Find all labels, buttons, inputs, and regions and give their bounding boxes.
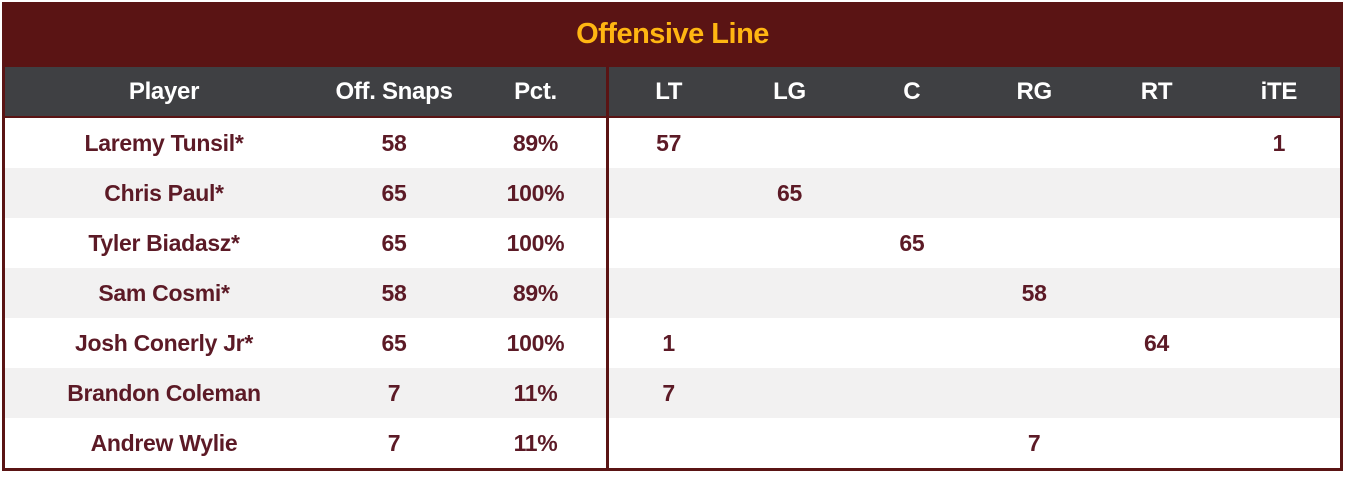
cell-rg	[973, 318, 1095, 368]
cell-player: Brandon Coleman	[67, 379, 261, 406]
cell-c: 65	[899, 229, 925, 256]
cell-lg	[728, 268, 850, 318]
offensive-line-table: Offensive Line Player Off. Snaps Pct. LT…	[2, 2, 1343, 471]
cell-ite	[1218, 318, 1340, 368]
cell-player: Chris Paul*	[104, 179, 224, 206]
cell-rg: 7	[1027, 429, 1041, 456]
col-header-c: C	[903, 77, 921, 105]
cell-rg	[973, 368, 1095, 418]
cell-ite	[1218, 168, 1340, 218]
cell-lg	[728, 118, 850, 168]
table-row-sam-cosmi: Sam Cosmi* 58 89% 58	[5, 268, 1340, 318]
cell-rg	[973, 118, 1095, 168]
cell-off-snaps: 58	[381, 279, 407, 306]
cell-rt	[1095, 168, 1217, 218]
cell-lt: 57	[606, 118, 728, 168]
cell-ite	[1218, 268, 1340, 318]
cell-rt	[1095, 368, 1217, 418]
col-header-player: Player	[128, 77, 200, 105]
cell-lt	[606, 418, 728, 468]
cell-rg	[973, 168, 1095, 218]
cell-lg	[728, 318, 850, 368]
cell-off-snaps: 65	[381, 229, 407, 256]
cell-off-snaps: 7	[387, 429, 401, 456]
col-header-lt: LT	[606, 67, 728, 116]
col-header-off-snaps: Off. Snaps	[335, 77, 453, 105]
cell-rt	[1095, 218, 1217, 268]
cell-lg: 65	[777, 179, 802, 206]
cell-lt	[606, 168, 728, 218]
cell-pct: 89%	[512, 279, 559, 306]
cell-lt: 1	[606, 318, 728, 368]
table-row-brandon-coleman: Brandon Coleman 7 11% 7	[5, 368, 1340, 418]
cell-rt	[1095, 418, 1217, 468]
cell-ite	[1218, 418, 1340, 468]
cell-c	[851, 168, 973, 218]
cell-lg	[728, 368, 850, 418]
cell-lt	[606, 218, 728, 268]
table-title: Offensive Line	[576, 18, 769, 50]
cell-pct: 11%	[513, 429, 558, 456]
table-row-chris-paul: Chris Paul* 65 100% 65	[5, 168, 1340, 218]
table-row-josh-conerly-jr: Josh Conerly Jr* 65 100% 1 64	[5, 318, 1340, 368]
col-header-pct: Pct.	[514, 77, 557, 105]
table-row-laremy-tunsil: Laremy Tunsil* 58 89% 57 1	[5, 118, 1340, 168]
cell-rt: 64	[1144, 329, 1169, 356]
col-header-lg: LG	[773, 77, 806, 105]
cell-off-snaps: 65	[381, 329, 407, 356]
cell-rg: 58	[1021, 279, 1047, 306]
table-row-tyler-biadasz: Tyler Biadasz* 65 100% 65	[5, 218, 1340, 268]
cell-player: Josh Conerly Jr*	[75, 329, 253, 356]
cell-pct: 100%	[506, 179, 565, 206]
col-header-rg: RG	[1016, 77, 1052, 105]
col-header-rt: RT	[1140, 77, 1173, 105]
cell-c	[851, 368, 973, 418]
cell-pct: 100%	[506, 329, 565, 356]
cell-off-snaps: 58	[381, 129, 407, 156]
cell-ite: 1	[1272, 129, 1286, 156]
cell-rt	[1095, 118, 1217, 168]
cell-player: Sam Cosmi*	[98, 279, 230, 306]
cell-pct: 100%	[506, 229, 565, 256]
cell-lt	[606, 268, 728, 318]
cell-pct: 11%	[513, 379, 558, 406]
cell-lt: 7	[606, 368, 728, 418]
table-title-bar: Offensive Line	[2, 2, 1343, 67]
cell-player: Tyler Biadasz*	[88, 229, 240, 256]
cell-c	[851, 418, 973, 468]
cell-player: Andrew Wylie	[90, 429, 238, 456]
table-row-andrew-wylie: Andrew Wylie 7 11% 7	[5, 418, 1340, 468]
cell-rt	[1095, 268, 1217, 318]
cell-pct: 89%	[512, 129, 559, 156]
col-header-ite: iTE	[1260, 77, 1298, 105]
cell-ite	[1218, 368, 1340, 418]
cell-ite	[1218, 218, 1340, 268]
cell-c	[851, 318, 973, 368]
cell-c	[851, 268, 973, 318]
cell-c	[851, 118, 973, 168]
table-body: Player Off. Snaps Pct. LT LG C RG RT iTE…	[2, 67, 1343, 471]
cell-off-snaps: 7	[387, 379, 401, 406]
cell-rg	[973, 218, 1095, 268]
cell-lg	[728, 418, 850, 468]
cell-lg	[728, 218, 850, 268]
cell-off-snaps: 65	[381, 179, 407, 206]
table-header-row: Player Off. Snaps Pct. LT LG C RG RT iTE	[5, 67, 1340, 118]
cell-player: Laremy Tunsil*	[84, 129, 244, 156]
